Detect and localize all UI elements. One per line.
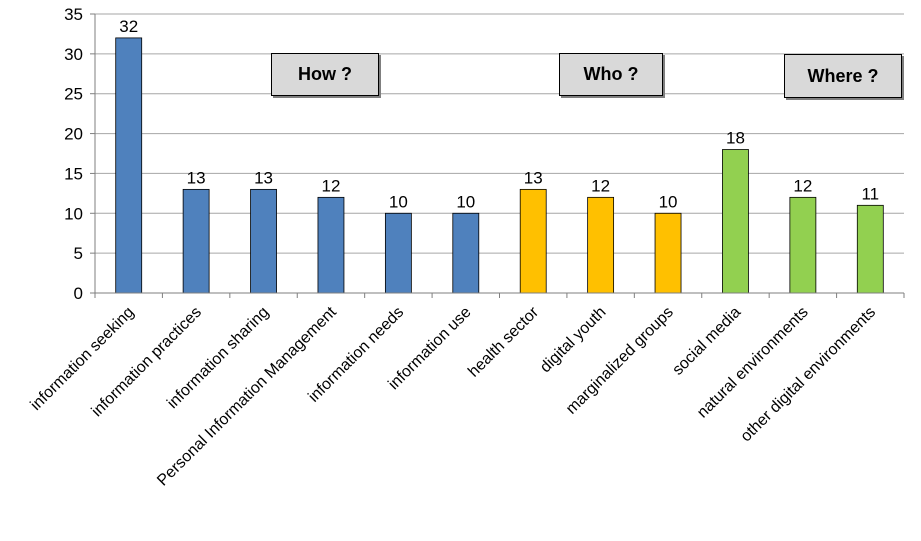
data-label: 12 (321, 176, 340, 195)
bar (115, 37, 143, 294)
data-label: 10 (389, 192, 408, 211)
y-tick-label: 20 (64, 125, 83, 144)
data-label: 12 (793, 176, 812, 195)
bar (250, 188, 277, 294)
y-tick-label: 0 (74, 284, 83, 303)
y-tick-label: 15 (64, 164, 83, 183)
data-label: 12 (591, 176, 610, 195)
y-tick-label: 30 (64, 45, 83, 64)
bar (452, 212, 480, 294)
gridlines (95, 13, 904, 254)
annotation-how: How ? (271, 53, 379, 96)
annotation-who: Who ? (559, 53, 663, 96)
data-label: 10 (456, 192, 475, 211)
data-label: 11 (861, 184, 879, 203)
category-label: other digital environments (738, 304, 880, 446)
y-tick-label: 10 (64, 204, 83, 223)
bars (115, 37, 884, 294)
bar (722, 149, 749, 294)
data-label: 18 (726, 129, 745, 148)
y-tick-label: 35 (64, 5, 83, 24)
annotation-where: Where ? (784, 54, 902, 98)
data-labels: 32 13 13 12 10 10 13 12 10 18 12 11 (119, 17, 879, 211)
y-tick-label: 25 (64, 85, 83, 104)
y-tick-label: 5 (74, 244, 83, 263)
bar (587, 196, 615, 294)
bar (384, 212, 412, 294)
bar (654, 212, 682, 294)
axes (94, 14, 905, 298)
bar (519, 188, 547, 294)
category-label: health sector (465, 303, 542, 380)
bar (789, 196, 817, 294)
y-axis-ticks: 0 5 10 15 20 25 30 35 (64, 5, 95, 303)
category-label: social media (669, 304, 744, 379)
bar (856, 204, 884, 294)
bar (182, 188, 210, 294)
data-label: 32 (119, 17, 138, 36)
data-label: 13 (524, 168, 543, 187)
category-label: natural environments (694, 304, 812, 422)
data-label: 13 (254, 168, 273, 187)
bar (317, 196, 345, 294)
category-label: digital youth (537, 304, 609, 376)
data-label: 13 (187, 168, 206, 187)
category-label: information practices (89, 304, 205, 420)
data-label: 10 (659, 192, 678, 211)
